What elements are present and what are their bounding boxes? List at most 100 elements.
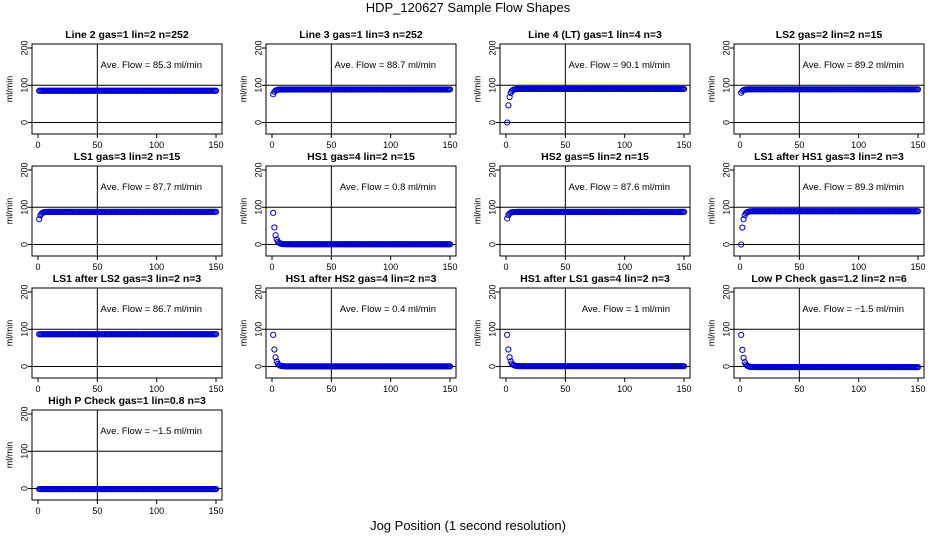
average-flow-label: Ave. Flow = 0.4 ml/min — [340, 304, 436, 315]
average-flow-label: Ave. Flow = 1 ml/min — [582, 304, 670, 315]
panel-title: Line 3 gas=1 lin=3 n=252 — [299, 29, 423, 41]
y-tick-label: 0 — [19, 242, 29, 247]
panel-4: LS2 gas=2 lin=2 n=15 0 50 100 150 0 100 200 ml/m… — [706, 29, 925, 150]
x-tick-label: 50 — [560, 384, 570, 394]
data-point — [212, 486, 220, 493]
x-tick-label: 100 — [617, 384, 632, 394]
x-tick-label: 100 — [617, 262, 632, 272]
x-tick-label: 150 — [208, 140, 223, 150]
panel-2: Line 3 gas=1 lin=3 n=252 0 50 100 150 0 100 200… — [238, 29, 457, 150]
x-tick-label: 100 — [149, 140, 164, 150]
y-tick-label: 200 — [19, 40, 29, 55]
panel-8: LS1 after HS1 gas=3 lin=2 n=3 0 50 100 150 0 1… — [706, 151, 925, 272]
x-tick-label: 150 — [676, 384, 691, 394]
plot-frame — [733, 43, 925, 135]
data-point — [506, 93, 513, 101]
panel-title: LS1 gas=3 lin=2 n=15 — [74, 151, 181, 163]
y-tick-label: 0 — [721, 242, 731, 247]
y-axis-label: ml/min — [238, 320, 248, 347]
panel-12: Low P Check gas=1.2 lin=2 n=6 0 50 100 150 0 1… — [706, 273, 925, 394]
panel-title: Line 4 (LT) gas=1 lin=4 n=3 — [528, 29, 662, 41]
average-flow-label: Ave. Flow = −1.5 ml/min — [802, 304, 904, 315]
panel-title: LS1 after LS2 gas=3 lin=2 n=3 — [53, 273, 202, 285]
data-point — [271, 224, 278, 231]
plot-frame — [31, 287, 223, 379]
data-point — [446, 241, 454, 248]
x-tick-label: 100 — [149, 262, 164, 272]
y-axis-label: ml/min — [706, 198, 716, 225]
data-point — [212, 87, 220, 94]
x-tick-label: 0 — [503, 384, 508, 394]
x-tick-label: 150 — [208, 262, 223, 272]
data-point — [914, 208, 922, 215]
y-tick-label: 0 — [19, 364, 29, 369]
data-point — [446, 363, 454, 370]
x-tick-label: 0 — [269, 140, 274, 150]
plot-frame — [265, 165, 457, 257]
y-tick-label: 100 — [253, 322, 263, 337]
x-tick-label: 150 — [442, 262, 457, 272]
y-tick-label: 100 — [253, 200, 263, 215]
data-point — [505, 102, 512, 109]
average-flow-label: Ave. Flow = 89.2 ml/min — [803, 60, 904, 71]
x-tick-label: 0 — [737, 140, 742, 150]
x-tick-label: 100 — [851, 140, 866, 150]
y-tick-label: 200 — [253, 162, 263, 177]
x-tick-label: 100 — [851, 384, 866, 394]
x-tick-label: 50 — [92, 262, 102, 272]
data-point — [36, 216, 43, 223]
plot-frame — [31, 165, 223, 257]
y-tick-label: 200 — [19, 406, 29, 421]
plot-frame — [499, 287, 691, 379]
average-flow-label: Ave. Flow = 88.7 ml/min — [335, 60, 436, 71]
x-tick-label: 50 — [326, 262, 336, 272]
y-axis-label: ml/min — [706, 320, 716, 347]
data-point — [738, 241, 745, 248]
panel-3: Line 4 (LT) gas=1 lin=4 n=3 0 50 100 150 0 100… — [472, 29, 691, 150]
y-tick-label: 100 — [721, 322, 731, 337]
plot-frame — [265, 43, 457, 135]
x-tick-label: 50 — [794, 140, 804, 150]
average-flow-label: Ave. Flow = 86.7 ml/min — [101, 304, 202, 315]
panel-title: LS1 after HS1 gas=3 lin=2 n=3 — [754, 151, 904, 163]
y-axis-label: ml/min — [706, 76, 716, 103]
y-tick-label: 0 — [721, 364, 731, 369]
data-point — [272, 354, 279, 361]
x-tick-label: 0 — [35, 262, 40, 272]
y-tick-label: 100 — [19, 444, 29, 459]
y-tick-label: 200 — [487, 40, 497, 55]
data-point — [271, 346, 278, 353]
x-tick-label: 100 — [149, 506, 164, 516]
data-point — [504, 215, 511, 222]
x-tick-label: 100 — [383, 262, 398, 272]
y-tick-label: 200 — [253, 284, 263, 299]
y-tick-label: 0 — [487, 120, 497, 125]
x-tick-label: 0 — [737, 262, 742, 272]
x-tick-label: 150 — [442, 140, 457, 150]
data-point — [740, 354, 747, 361]
panel-title: High P Check gas=1 lin=0.8 n=3 — [48, 395, 206, 407]
y-axis-label: ml/min — [238, 76, 248, 103]
average-flow-label: Ave. Flow = −1.5 ml/min — [100, 426, 202, 437]
panel-title: Line 2 gas=1 lin=2 n=252 — [65, 29, 189, 41]
y-tick-label: 100 — [19, 78, 29, 93]
x-tick-label: 150 — [676, 140, 691, 150]
panel-10: HS1 after HS2 gas=4 lin=2 n=3 0 50 100 150 0 1… — [238, 273, 457, 394]
y-tick-label: 0 — [253, 364, 263, 369]
x-tick-label: 0 — [269, 262, 274, 272]
panel-title: HS2 gas=5 lin=2 n=15 — [541, 151, 649, 163]
x-tick-label: 0 — [35, 506, 40, 516]
data-point — [739, 346, 746, 353]
y-tick-label: 200 — [721, 284, 731, 299]
x-tick-label: 100 — [149, 384, 164, 394]
panel-11: HS1 after LS1 gas=4 lin=2 n=3 0 50 100 150 0 1… — [472, 273, 691, 394]
average-flow-label: Ave. Flow = 89.3 ml/min — [803, 182, 904, 193]
y-tick-label: 100 — [487, 200, 497, 215]
data-point — [212, 331, 220, 338]
x-tick-label: 0 — [35, 140, 40, 150]
plot-frame — [31, 409, 223, 501]
y-tick-label: 0 — [487, 364, 497, 369]
panel-title: HS1 gas=4 lin=2 n=15 — [307, 151, 415, 163]
y-tick-label: 0 — [721, 120, 731, 125]
